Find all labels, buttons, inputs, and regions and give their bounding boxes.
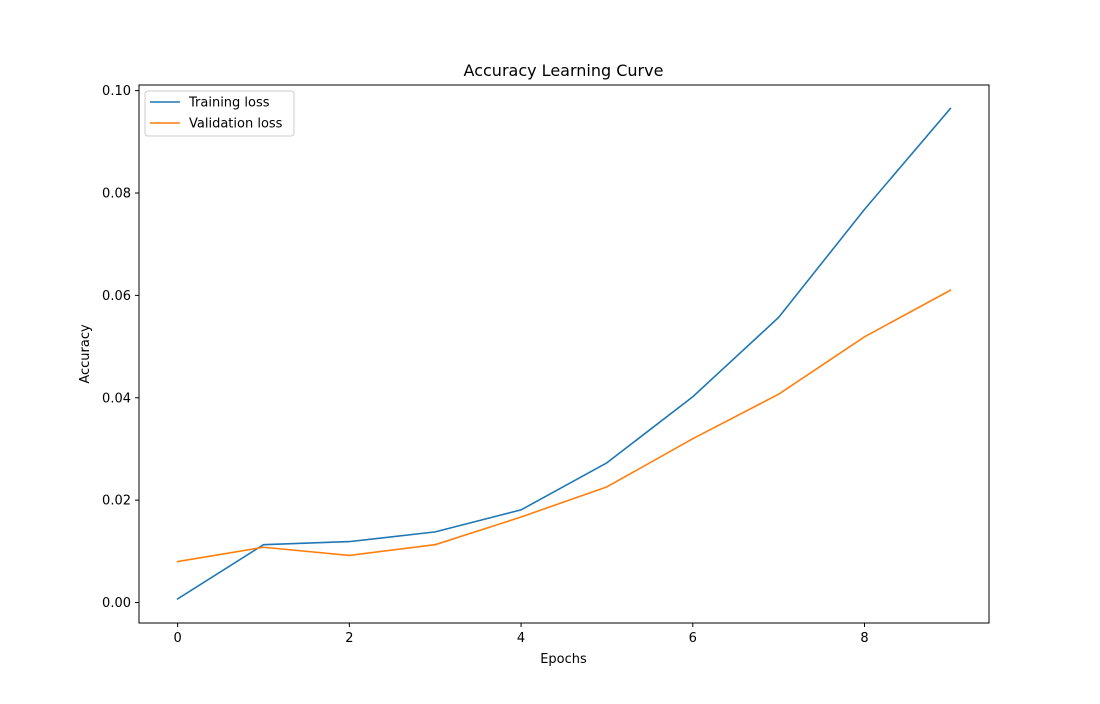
y-tick-label: 0.10	[102, 84, 131, 99]
legend: Training loss Validation loss	[144, 90, 295, 137]
y-tick-label: 0.00	[102, 596, 131, 611]
chart-title: Accuracy Learning Curve	[464, 61, 664, 80]
axis-ticks: 0 2 4 6 8 0.00 0.02 0.04 0.06 0.08 0.10	[102, 84, 869, 646]
y-axis-label: Accuracy	[78, 324, 93, 384]
y-tick-label: 0.04	[102, 391, 131, 406]
series-lines	[176, 107, 952, 601]
y-tick-label: 0.06	[102, 289, 131, 304]
series-line-training-loss	[176, 107, 952, 601]
x-tick-label: 8	[860, 631, 868, 646]
x-tick-label: 0	[173, 631, 181, 646]
plot-area-frame	[138, 84, 990, 624]
legend-label: Training loss	[188, 96, 270, 111]
legend-box	[144, 90, 295, 137]
x-tick-label: 2	[345, 631, 353, 646]
x-tick-label: 6	[689, 631, 697, 646]
x-tick-label: 4	[517, 631, 525, 646]
y-tick-label: 0.02	[102, 494, 131, 509]
legend-label: Validation loss	[189, 117, 283, 132]
y-tick-label: 0.08	[102, 187, 131, 202]
series-line-validation-loss	[176, 289, 952, 563]
x-axis-label: Epochs	[540, 652, 587, 667]
